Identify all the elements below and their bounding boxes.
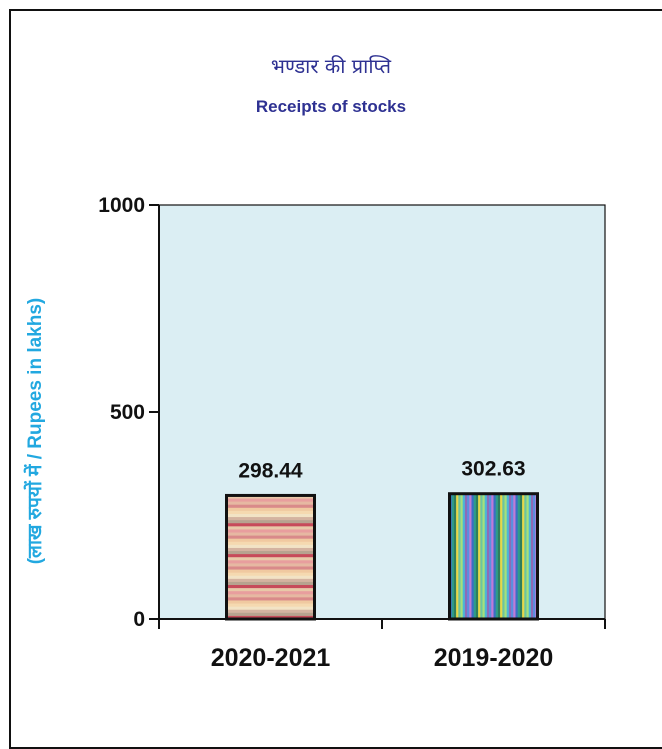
- y-tick-label: 1000: [98, 194, 145, 217]
- x-tick-label-2019-2020: 2019-2020: [434, 644, 554, 672]
- y-tick-label: 0: [133, 608, 145, 631]
- bars: [225, 492, 539, 621]
- bar-2020-2021: [225, 493, 316, 621]
- labels: 298.44 2020-2021 302.63 2019-2020: [211, 458, 554, 672]
- chart-title-hindi: भण्डार की प्राप्ति: [270, 54, 392, 78]
- data-label-2019-2020: 302.63: [461, 458, 525, 481]
- x-tick-label-2020-2021: 2020-2021: [211, 644, 331, 672]
- y-tick-label: 500: [110, 401, 145, 424]
- bar-2019-2020: [448, 492, 539, 621]
- data-label-2020-2021: 298.44: [238, 459, 303, 482]
- chart-title: Receipts of stocks: [255, 97, 407, 116]
